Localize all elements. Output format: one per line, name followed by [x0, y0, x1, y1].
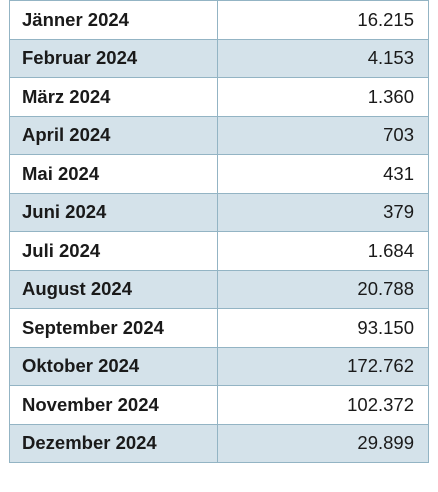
value-cell: 20.788	[217, 269, 429, 309]
value-cell: 16.215	[217, 0, 429, 40]
value-cell: 93.150	[217, 308, 429, 348]
value-cell: 703	[217, 115, 429, 155]
value-cell: 102.372	[217, 385, 429, 425]
table-row: September 2024 93.150	[9, 308, 429, 348]
value-cell: 172.762	[217, 346, 429, 386]
month-cell: Mai 2024	[9, 154, 218, 194]
value-cell: 1.684	[217, 231, 429, 271]
month-cell: April 2024	[9, 115, 218, 155]
value-cell: 431	[217, 154, 429, 194]
month-cell: Juli 2024	[9, 231, 218, 271]
table-row: Dezember 2024 29.899	[9, 423, 429, 463]
table-row: Juli 2024 1.684	[9, 231, 429, 271]
value-cell: 1.360	[217, 77, 429, 117]
month-cell: November 2024	[9, 385, 218, 425]
table-row: Mai 2024 431	[9, 154, 429, 194]
table-row: Oktober 2024 172.762	[9, 346, 429, 386]
table-row: Februar 2024 4.153	[9, 38, 429, 78]
month-cell: Jänner 2024	[9, 0, 218, 40]
table-row: Jänner 2024 16.215	[9, 0, 429, 40]
table-row: März 2024 1.360	[9, 77, 429, 117]
monthly-values-table: Jänner 2024 16.215 Februar 2024 4.153 Mä…	[9, 0, 429, 463]
month-cell: August 2024	[9, 269, 218, 309]
table-row: August 2024 20.788	[9, 269, 429, 309]
table-row: Juni 2024 379	[9, 192, 429, 232]
monthly-table-container: Jänner 2024 16.215 Februar 2024 4.153 Mä…	[9, 0, 429, 463]
month-cell: September 2024	[9, 308, 218, 348]
value-cell: 379	[217, 192, 429, 232]
month-cell: Juni 2024	[9, 192, 218, 232]
value-cell: 29.899	[217, 423, 429, 463]
table-row: April 2024 703	[9, 115, 429, 155]
table-row: November 2024 102.372	[9, 385, 429, 425]
month-cell: März 2024	[9, 77, 218, 117]
value-cell: 4.153	[217, 38, 429, 78]
month-cell: Februar 2024	[9, 38, 218, 78]
month-cell: Oktober 2024	[9, 346, 218, 386]
month-cell: Dezember 2024	[9, 423, 218, 463]
